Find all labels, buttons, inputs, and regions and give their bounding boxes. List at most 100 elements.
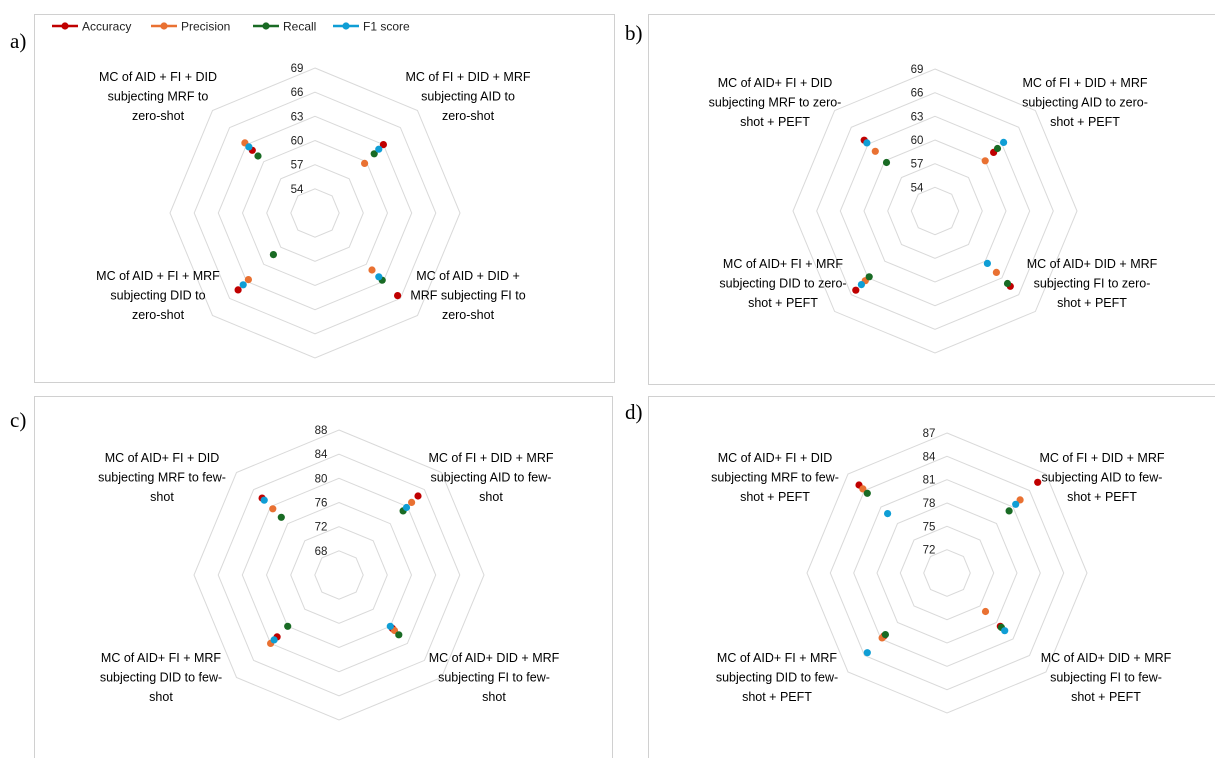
tick-label: 68 bbox=[315, 546, 328, 558]
grid-ring bbox=[829, 455, 1065, 691]
axis-label-line: subjecting AID to few- bbox=[431, 471, 552, 485]
axis-label-line: shot + PEFT bbox=[1057, 296, 1127, 310]
axis-label-line: shot + PEFT bbox=[1067, 490, 1137, 504]
data-point-f1-score bbox=[402, 503, 411, 512]
grid-ring bbox=[266, 164, 364, 262]
tick-label: 80 bbox=[315, 473, 328, 485]
panel-frame bbox=[34, 14, 615, 383]
data-point-accuracy bbox=[414, 492, 422, 500]
data-point-recall bbox=[254, 152, 262, 160]
grid-ring bbox=[899, 525, 995, 621]
data-point-precision bbox=[1016, 496, 1024, 504]
axis-label-line: shot bbox=[479, 490, 503, 504]
axis-label: MC of AID + FI + MRF subjecting DID to zer… bbox=[96, 269, 220, 322]
axis-label: MC of FI + DID + MRF subjecting AID to ze… bbox=[1022, 76, 1148, 129]
radar-panel: c) 68 72 76 80 84 88 MC of AID+ FI + DID subject… bbox=[10, 396, 613, 758]
axis-label-line: MC of AID+ FI + MRF bbox=[717, 651, 838, 665]
data-point-f1-score bbox=[863, 139, 871, 147]
axis-label-line: zero-shot bbox=[132, 109, 185, 123]
axis-label-line: MC of AID + FI + MRF bbox=[96, 269, 220, 283]
data-point-precision bbox=[981, 157, 989, 165]
panel-label: c) bbox=[10, 408, 26, 432]
axis-label-line: MC of AID+ DID + MRF bbox=[1027, 257, 1158, 271]
axis-label-line: subjecting DID to zero- bbox=[719, 277, 846, 291]
data-point-f1-score bbox=[1001, 627, 1009, 635]
tick-label: 57 bbox=[291, 160, 304, 172]
data-point-recall bbox=[882, 158, 891, 167]
axis-label: MC of AID+ FI + MRF subjecting DID to few… bbox=[716, 651, 838, 704]
tick-label: 63 bbox=[291, 111, 304, 123]
axis-label: MC of AID+ FI + DID subjecting MRF to zer… bbox=[709, 76, 842, 129]
tick-label: 69 bbox=[911, 64, 924, 76]
axis-label-line: MRF subjecting FI to bbox=[410, 289, 525, 303]
data-point-recall bbox=[1005, 507, 1013, 515]
data-point-f1-score bbox=[239, 281, 247, 289]
data-point-precision bbox=[859, 485, 867, 493]
axis-label-line: MC of FI + DID + MRF bbox=[428, 451, 553, 465]
axis-label-line: shot bbox=[149, 690, 173, 704]
grid-ring bbox=[193, 429, 485, 721]
grid-ring bbox=[217, 115, 413, 311]
axis-label: MC of AID+ DID + MRF subjecting FI to zer… bbox=[1027, 257, 1158, 310]
data-point-recall bbox=[277, 513, 285, 521]
legend-label: Accuracy bbox=[82, 20, 131, 34]
tick-label: 84 bbox=[923, 451, 936, 463]
axis-label-line: subjecting DID to bbox=[110, 289, 205, 303]
axis-label-line: MC of AID+ FI + MRF bbox=[723, 257, 844, 271]
radar-panel: d) 72 75 78 81 84 87 MC of AID+ FI + DID subject… bbox=[625, 396, 1215, 758]
axis-label: MC of FI + DID + MRF subjecting AID to fe… bbox=[428, 451, 553, 504]
axis-label-line: subjecting DID to few- bbox=[716, 671, 838, 685]
axis-label-line: MC of AID+ FI + MRF bbox=[101, 651, 222, 665]
tick-label: 60 bbox=[291, 136, 304, 148]
data-point-accuracy bbox=[379, 141, 387, 149]
radar-panel: b) 54 57 60 63 66 69 MC of AID+ FI + DID subject… bbox=[625, 14, 1215, 385]
data-point-recall bbox=[284, 622, 292, 630]
axis-label-line: subjecting FI to few- bbox=[438, 671, 550, 685]
grid-ring bbox=[241, 477, 437, 673]
axis-label-line: MC of AID+ FI + DID bbox=[718, 76, 833, 90]
axis-label: MC of AID + DID + MRF subjecting FI to zer… bbox=[410, 269, 525, 322]
legend-item: F1 score bbox=[333, 20, 410, 34]
axis-label-line: subjecting MRF to zero- bbox=[709, 96, 842, 110]
axis-label-line: subjecting FI to zero- bbox=[1034, 277, 1151, 291]
data-point-f1-score bbox=[1012, 500, 1020, 508]
axis-label-line: subjecting AID to zero- bbox=[1022, 96, 1148, 110]
data-point-recall bbox=[863, 489, 871, 497]
tick-label: 60 bbox=[911, 135, 924, 147]
tick-label: 54 bbox=[911, 182, 924, 194]
data-point-accuracy bbox=[852, 286, 860, 294]
grid-ring bbox=[193, 91, 437, 335]
grid-ring bbox=[792, 68, 1078, 354]
axis-label-line: subjecting FI to few- bbox=[1050, 671, 1162, 685]
grid-ring bbox=[863, 139, 1007, 283]
grid-ring bbox=[290, 526, 388, 624]
data-point-f1-score bbox=[375, 273, 383, 281]
data-point-accuracy bbox=[394, 292, 402, 300]
grid-ring bbox=[887, 163, 983, 259]
tick-label: 88 bbox=[315, 425, 328, 437]
data-point-accuracy bbox=[1034, 478, 1042, 486]
axis-label-line: MC of AID+ FI + DID bbox=[105, 451, 220, 465]
panel-label: a) bbox=[10, 29, 26, 53]
axis-label: MC of AID+ FI + MRF subjecting DID to few… bbox=[100, 651, 222, 704]
data-point-recall bbox=[865, 273, 873, 281]
grid-ring bbox=[314, 550, 364, 600]
legend-item: Accuracy bbox=[52, 20, 131, 34]
data-point-f1-score bbox=[270, 636, 278, 644]
axis-label: MC of AID+ DID + MRF subjecting FI to few… bbox=[429, 651, 560, 704]
grid-ring bbox=[839, 115, 1031, 307]
data-point-precision bbox=[408, 498, 416, 506]
axis-label-line: shot + PEFT bbox=[742, 690, 812, 704]
tick-label: 78 bbox=[923, 498, 936, 510]
data-point-precision bbox=[992, 268, 1001, 276]
axis-label-line: MC of FI + DID + MRF bbox=[405, 70, 530, 84]
legend-marker bbox=[262, 22, 270, 30]
axis-label-line: shot + PEFT bbox=[740, 115, 810, 129]
tick-label: 54 bbox=[291, 184, 304, 196]
tick-label: 87 bbox=[923, 428, 936, 440]
tick-label: 76 bbox=[315, 498, 328, 510]
grid-ring bbox=[910, 186, 960, 236]
axis-label-line: MC of AID + FI + DID bbox=[99, 70, 217, 84]
axis-label-line: shot bbox=[150, 490, 174, 504]
